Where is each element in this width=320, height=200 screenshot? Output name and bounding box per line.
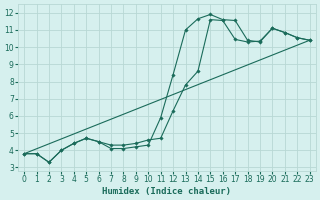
X-axis label: Humidex (Indice chaleur): Humidex (Indice chaleur) [102,187,231,196]
